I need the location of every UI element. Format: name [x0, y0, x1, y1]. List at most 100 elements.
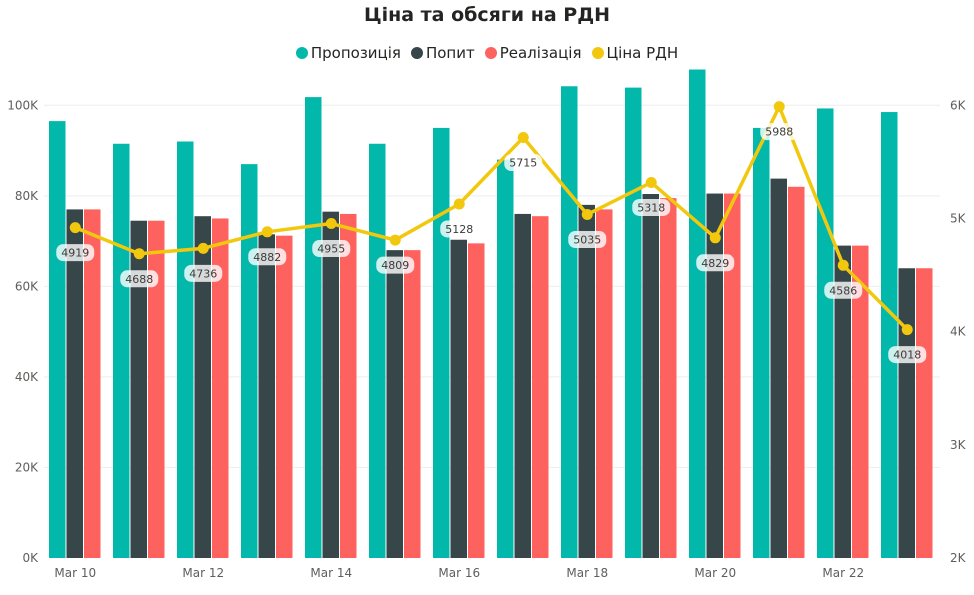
bar-1 [258, 234, 275, 559]
x-tick-label: Mar 10 [54, 566, 96, 580]
x-tick-label: Mar 16 [438, 566, 480, 580]
legend-item-price[interactable]: Ціна РДН [591, 44, 679, 62]
legend-label-supply: Пропозиція [310, 44, 401, 62]
bar-1 [450, 239, 467, 558]
chart-title: Ціна та обсяги на РДН [363, 4, 611, 26]
bar-2 [276, 235, 293, 558]
price-data-label-bg [440, 220, 479, 238]
price-data-label-bg [248, 248, 287, 266]
bar-2 [916, 268, 933, 558]
price-point [709, 232, 721, 244]
chart-legend: Пропозиція Попит Реалізація Ціна РДН [0, 44, 974, 62]
price-point [197, 242, 209, 254]
bar-1 [322, 211, 339, 558]
y-left-tick-label: 40K [15, 370, 39, 384]
legend-label-demand: Попит [425, 44, 475, 62]
price-data-label-bg [760, 123, 799, 141]
bar-1 [386, 250, 403, 559]
bar-2 [660, 198, 677, 558]
y-left-tick-label: 0K [22, 551, 39, 565]
bar-0 [433, 127, 450, 558]
bar-2 [532, 216, 549, 558]
bar-2 [148, 220, 165, 558]
price-point [901, 324, 913, 336]
price-point [517, 132, 529, 144]
bar-0 [817, 108, 834, 558]
price-data-label-bg [504, 154, 543, 172]
bar-1 [66, 209, 83, 558]
bar-1 [194, 216, 211, 558]
legend-item-demand[interactable]: Попит [410, 44, 475, 62]
price-data-label-bg [632, 198, 671, 216]
price-data-label-bg [824, 281, 863, 299]
bar-0 [625, 87, 642, 558]
legend-dot-demand [410, 47, 423, 59]
x-tick-label: Mar 20 [694, 566, 736, 580]
price-data-label: 5988 [765, 126, 793, 139]
price-point [645, 176, 657, 188]
legend-label-price: Ціна РДН [606, 44, 679, 62]
bar-2 [84, 209, 101, 558]
y-right-tick-label: 2K [950, 551, 967, 565]
price-data-label-bg [184, 264, 223, 282]
bar-0 [881, 112, 898, 559]
y-right-tick-label: 5K [950, 211, 967, 225]
x-tick-label: Mar 18 [566, 566, 608, 580]
price-data-label-bg [568, 230, 607, 248]
bar-2 [212, 218, 229, 559]
legend-item-supply[interactable]: Пропозиція [295, 44, 401, 62]
y-right-tick-label: 6K [950, 98, 967, 112]
price-point [581, 208, 593, 220]
y-right-tick-label: 3K [950, 438, 967, 452]
price-data-label: 4955 [317, 243, 345, 256]
bar-1 [578, 204, 595, 558]
y-left-tick-label: 100K [7, 98, 39, 112]
price-data-label: 4882 [253, 251, 281, 264]
bar-0 [49, 121, 66, 559]
bar-2 [788, 186, 805, 558]
bar-1 [130, 220, 147, 558]
price-point [389, 234, 401, 246]
price-data-label: 4586 [829, 284, 857, 297]
y-left-tick-label: 60K [15, 279, 39, 293]
legend-dot-supply [295, 47, 308, 59]
price-data-label: 4829 [701, 257, 729, 270]
bar-1 [514, 213, 531, 558]
bar-2 [724, 193, 741, 558]
price-data-label-bg [696, 254, 735, 272]
legend-dot-price [591, 47, 604, 59]
bar-0 [369, 143, 386, 558]
price-data-label: 5035 [573, 233, 601, 246]
price-data-label-bg [888, 346, 927, 364]
price-point [133, 248, 145, 260]
bar-2 [468, 243, 485, 558]
legend-item-sales[interactable]: Реалізація [484, 44, 582, 62]
bar-1 [898, 268, 915, 558]
price-data-label: 5715 [509, 157, 537, 170]
bar-2 [340, 213, 357, 558]
bar-2 [404, 250, 421, 559]
bar-0 [113, 143, 130, 558]
bar-2 [852, 245, 869, 559]
bar-1 [642, 194, 659, 559]
price-point [261, 226, 273, 238]
price-data-label-bg [312, 240, 351, 258]
legend-label-sales: Реалізація [499, 44, 582, 62]
price-data-label-bg [376, 256, 415, 274]
price-point [69, 222, 81, 234]
x-tick-label: Mar 12 [182, 566, 224, 580]
x-tick-label: Mar 22 [822, 566, 864, 580]
price-data-label: 4919 [61, 247, 89, 260]
price-data-label: 4809 [381, 259, 409, 272]
bar-0 [177, 141, 194, 558]
y-left-tick-label: 20K [15, 460, 39, 474]
bar-2 [596, 209, 613, 558]
price-point [773, 101, 785, 113]
price-data-label: 4018 [893, 349, 921, 362]
bar-1 [706, 193, 723, 558]
bar-0 [497, 159, 514, 558]
y-right-tick-label: 4K [950, 325, 967, 339]
price-data-label: 5318 [637, 201, 665, 214]
price-data-label: 4736 [189, 267, 217, 280]
